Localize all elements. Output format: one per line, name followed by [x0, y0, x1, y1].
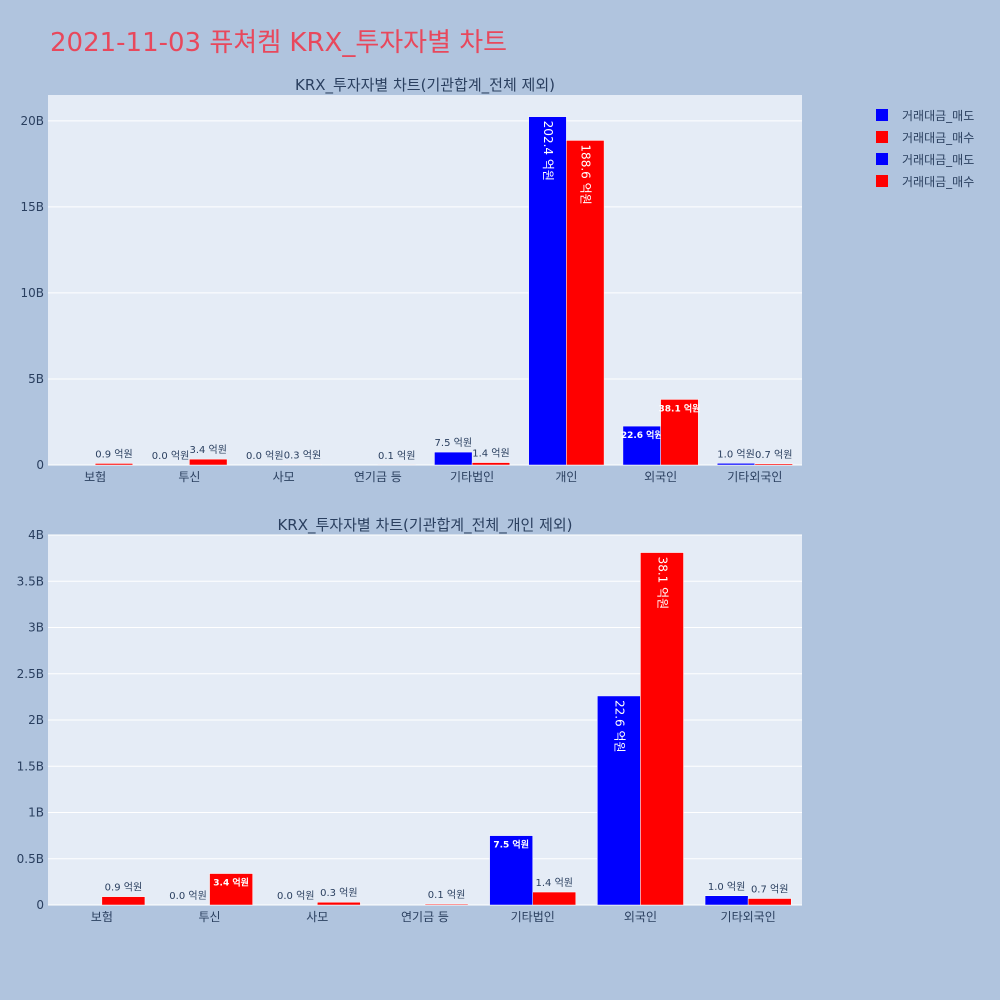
- data-label: 202.4 억원: [541, 121, 555, 181]
- data-label: 0.1 억원: [378, 450, 415, 462]
- x-tick-label: 기타법인: [511, 910, 555, 924]
- x-tick-label: 연기금 등: [401, 910, 449, 924]
- data-label: 3.4 억원: [213, 877, 249, 889]
- legend-swatch: [876, 131, 888, 143]
- data-label: 0.0 억원: [152, 450, 189, 462]
- data-label: 3.4 억원: [189, 444, 226, 456]
- bar: [716, 463, 756, 466]
- bar: [471, 462, 511, 466]
- legend-swatch: [876, 109, 888, 121]
- data-label: 38.1 억원: [659, 402, 701, 414]
- bar: [101, 896, 146, 906]
- page-title: 2021-11-03 퓨쳐켐 KRX_투자자별 차트: [50, 28, 508, 58]
- bar: [528, 116, 567, 466]
- data-label: 1.0 억원: [708, 881, 745, 893]
- y-tick-label: 15B: [20, 200, 44, 214]
- y-tick-label: 1.5B: [17, 759, 44, 773]
- legend-swatch: [876, 153, 888, 165]
- y-tick-label: 3B: [28, 621, 44, 635]
- legend-item-buy[interactable]: 거래대금_매수: [876, 126, 974, 148]
- bar: [424, 903, 469, 906]
- chart-title: KRX_투자자별 차트(기관합계_전체 제외): [295, 76, 555, 95]
- x-tick-label: 투신: [178, 470, 200, 484]
- data-label: 188.6 억원: [579, 144, 593, 204]
- legend-swatch: [876, 175, 888, 187]
- y-tick-label: 20B: [20, 114, 44, 128]
- bar: [597, 695, 641, 906]
- bar: [566, 140, 605, 466]
- data-label: 1.0 억원: [717, 448, 754, 460]
- y-tick-label: 0: [36, 898, 44, 912]
- legend-label: 거래대금_매도: [902, 152, 975, 167]
- data-label: 0.0 억원: [169, 890, 206, 902]
- chart-title: KRX_투자자별 차트(기관합계_전체_개인 제외): [277, 516, 572, 535]
- bar: [747, 898, 792, 906]
- x-tick-label: 보험: [84, 470, 106, 484]
- bar: [189, 458, 228, 466]
- legend-label: 거래대금_매도: [902, 108, 975, 123]
- legend-label: 거래대금_매수: [902, 130, 975, 145]
- x-tick-label: 기타외국인: [721, 910, 776, 924]
- data-label: 0.3 억원: [284, 449, 321, 461]
- bar: [704, 895, 749, 906]
- bar: [754, 463, 793, 466]
- x-tick-label: 개인: [555, 470, 577, 484]
- bar: [94, 463, 134, 466]
- data-label: 0.3 억원: [320, 887, 357, 899]
- bar: [622, 425, 661, 466]
- data-label: 1.4 억원: [472, 448, 509, 460]
- x-tick-label: 연기금 등: [354, 470, 402, 484]
- y-tick-label: 2B: [28, 713, 44, 727]
- x-tick-label: 기타법인: [450, 470, 494, 484]
- legend-item-sell[interactable]: 거래대금_매도: [876, 148, 974, 170]
- bar: [532, 891, 577, 906]
- y-tick-label: 0: [36, 458, 44, 472]
- x-tick-label: 사모: [306, 910, 328, 924]
- bar: [640, 552, 684, 906]
- legend-label: 거래대금_매수: [902, 174, 975, 189]
- data-label: 0.0 억원: [246, 450, 283, 462]
- y-tick-label: 3.5B: [17, 574, 44, 588]
- y-tick-label: 4B: [28, 528, 44, 542]
- y-tick-label: 1B: [28, 806, 44, 820]
- data-label: 0.7 억원: [751, 884, 788, 896]
- bar: [434, 451, 473, 466]
- chart-2: 0 0.5B 1B 1.5B 2B 2.5B 3B 3.5B 4B KRX_투자자별 차트(기관합…: [17, 516, 802, 924]
- bar: [317, 901, 361, 906]
- y-tick-label: 0.5B: [17, 852, 44, 866]
- legend-item-buy[interactable]: 거래대금_매수: [876, 170, 974, 192]
- x-tick-label: 투신: [199, 910, 221, 924]
- legend-item-sell[interactable]: 거래대금_매도: [876, 104, 974, 126]
- bar: [489, 835, 533, 906]
- data-label: 22.6 억원: [621, 429, 663, 441]
- data-label: 7.5 억원: [435, 437, 472, 449]
- legend: 거래대금_매도 거래대금_매수 거래대금_매도 거래대금_매수: [876, 104, 974, 192]
- data-label: 22.6 억원: [612, 700, 626, 753]
- x-tick-label: 외국인: [644, 470, 677, 484]
- x-tick-label: 기타외국인: [727, 470, 782, 484]
- data-label: 38.1 억원: [655, 557, 669, 610]
- data-label: 0.1 억원: [428, 889, 465, 901]
- bar: [660, 399, 699, 466]
- chart-1: 0 5B 10B 15B 20B KRX_투자자별 차트(기관합계_전체 제외) 보험 0.9…: [20, 76, 802, 484]
- data-label: 1.4 억원: [536, 877, 573, 889]
- data-label: 0.0 억원: [277, 890, 314, 902]
- x-tick-label: 보험: [91, 910, 113, 924]
- data-label: 0.9 억원: [105, 882, 142, 894]
- x-tick-label: 사모: [273, 470, 295, 484]
- y-tick-label: 5B: [28, 372, 44, 386]
- data-label: 0.9 억원: [95, 448, 132, 460]
- y-tick-label: 10B: [20, 286, 44, 300]
- bar: [209, 873, 253, 906]
- data-label: 7.5 억원: [493, 839, 529, 851]
- data-label: 0.7 억원: [755, 449, 792, 461]
- y-tick-label: 2.5B: [17, 667, 44, 681]
- bar: [283, 464, 322, 466]
- x-tick-label: 외국인: [624, 910, 657, 924]
